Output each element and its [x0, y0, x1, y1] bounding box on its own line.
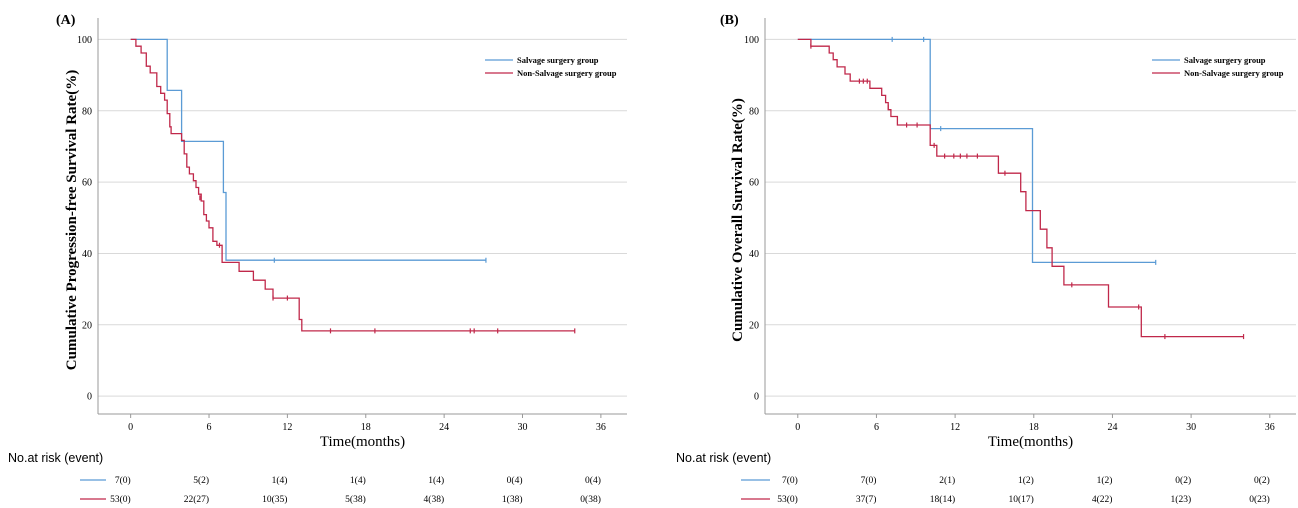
risk-table-title: No.at risk (event)	[676, 451, 771, 465]
y-tick-label: 20	[749, 320, 759, 331]
km-curve-non-salvage	[130, 38, 575, 332]
x-tick-label: 12	[950, 422, 960, 433]
risk-cell: 0(4)	[507, 475, 523, 486]
risk-cell: 2(1)	[939, 475, 955, 486]
x-tick-label: 0	[795, 422, 800, 433]
y-tick-label: 100	[744, 35, 759, 46]
x-tick-label: 18	[1029, 422, 1039, 433]
x-tick-label: 30	[1186, 422, 1196, 433]
x-axis-title: Time(months)	[988, 434, 1073, 450]
risk-cell: 0(2)	[1175, 475, 1191, 486]
risk-cell: 1(2)	[1018, 475, 1034, 486]
x-tick-label: 36	[596, 422, 606, 433]
risk-cell: 4(22)	[1092, 494, 1113, 505]
risk-cell: 1(4)	[272, 475, 288, 486]
x-tick-label: 12	[282, 422, 292, 433]
risk-cell: 53(0)	[110, 494, 131, 505]
y-tick-label: 40	[749, 249, 759, 260]
risk-cell: 0(38)	[580, 494, 601, 505]
legend-label-non-salvage: Non-Salvage surgery group	[517, 68, 617, 78]
y-axis-title: Cumulative Overall Survival Rate(%)	[730, 98, 746, 342]
km-curve-salvage	[797, 38, 1156, 264]
risk-cell: 5(38)	[345, 494, 366, 505]
y-tick-label: 100	[77, 35, 92, 46]
risk-cell: 5(2)	[193, 475, 209, 486]
y-tick-label: 20	[82, 320, 92, 331]
risk-cell: 37(7)	[856, 494, 877, 505]
x-tick-label: 24	[1107, 422, 1117, 433]
risk-cell: 10(35)	[262, 494, 287, 505]
x-tick-label: 24	[439, 422, 449, 433]
risk-cell: 1(4)	[428, 475, 444, 486]
x-tick-label: 6	[874, 422, 879, 433]
x-tick-label: 36	[1265, 422, 1275, 433]
y-tick-label: 60	[82, 178, 92, 189]
risk-cell: 7(0)	[115, 475, 131, 486]
legend-label-salvage: Salvage surgery group	[1184, 55, 1266, 65]
km-panel-a: 0 20 40 60 80 100 0 6 12 18 24 30 36 (A) Time(months) C…	[8, 13, 627, 505]
risk-cell: 0(4)	[585, 475, 601, 486]
risk-cell: 1(4)	[350, 475, 366, 486]
risk-cell: 1(38)	[502, 494, 523, 505]
panel-label: (A)	[56, 13, 76, 28]
risk-cell: 10(17)	[1008, 494, 1033, 505]
x-tick-label: 18	[361, 422, 371, 433]
risk-cell: 7(0)	[861, 475, 877, 486]
y-axis-title: Cumulative Progression-free Survival Rat…	[64, 70, 80, 370]
km-curve-non-salvage	[797, 38, 1244, 338]
risk-cell: 1(2)	[1097, 475, 1113, 486]
x-axis-title: Time(months)	[320, 434, 405, 450]
risk-cell: 4(38)	[424, 494, 445, 505]
legend-label-salvage: Salvage surgery group	[517, 55, 599, 65]
risk-cell: 0(2)	[1254, 475, 1270, 486]
risk-cell: 22(27)	[184, 494, 209, 505]
km-panel-b: 0 20 40 60 80 100 0 6 12 18 24 30 36 (B) Time(months) C…	[676, 13, 1296, 505]
x-tick-label: 0	[128, 422, 133, 433]
risk-cell: 0(23)	[1249, 494, 1270, 505]
risk-table-title: No.at risk (event)	[8, 451, 103, 465]
panel-label: (B)	[720, 13, 739, 28]
y-tick-label: 40	[82, 249, 92, 260]
risk-cell: 18(14)	[930, 494, 955, 505]
risk-cell: 7(0)	[782, 475, 798, 486]
x-tick-label: 6	[207, 422, 212, 433]
y-tick-label: 80	[749, 106, 759, 117]
y-tick-label: 0	[87, 392, 92, 403]
y-tick-label: 60	[749, 178, 759, 189]
km-curve-salvage	[130, 38, 486, 261]
legend-label-non-salvage: Non-Salvage surgery group	[1184, 68, 1284, 78]
risk-cell: 1(23)	[1171, 494, 1192, 505]
y-tick-label: 80	[82, 106, 92, 117]
risk-cell: 53(0)	[777, 494, 798, 505]
y-tick-label: 0	[754, 392, 759, 403]
x-tick-label: 30	[518, 422, 528, 433]
